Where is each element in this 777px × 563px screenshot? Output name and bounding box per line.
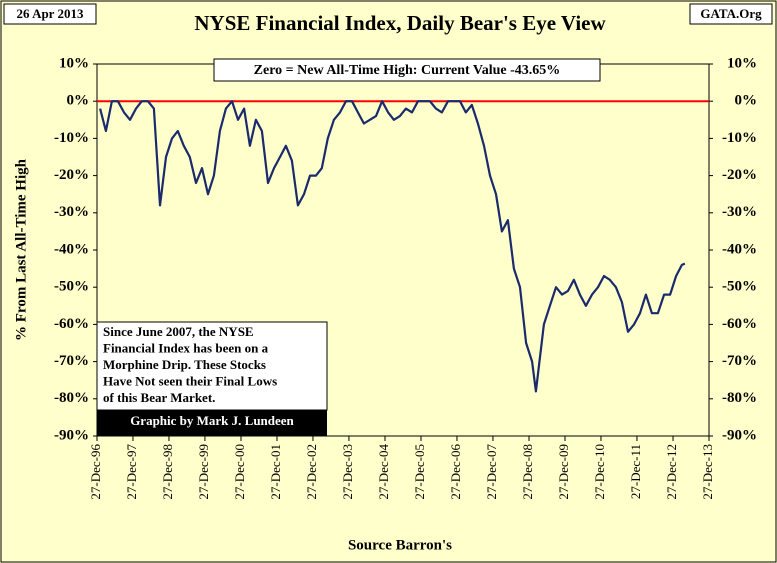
y-tick-label: -30% bbox=[54, 204, 89, 220]
y-tick-label: -80% bbox=[54, 390, 89, 406]
x-tick-label: 27-Dec-06 bbox=[448, 444, 463, 500]
y2-tick-label: -90% bbox=[722, 427, 757, 443]
x-tick-label: 27-Dec-99 bbox=[196, 444, 211, 500]
x-axis-label: Source Barron's bbox=[348, 537, 452, 553]
note-line: of this Bear Market. bbox=[103, 390, 215, 405]
x-tick-label: 27-Dec-97 bbox=[124, 444, 139, 500]
source-tag-box bbox=[689, 3, 773, 25]
y2-tick-label: -80% bbox=[722, 390, 757, 406]
x-tick-label: 27-Dec-96 bbox=[88, 444, 103, 500]
date-label: 26 Apr 2013 bbox=[17, 6, 84, 21]
y-tick-label: -60% bbox=[54, 316, 89, 332]
y-tick-label: 10% bbox=[59, 55, 89, 71]
y-tick-label: 0% bbox=[67, 93, 90, 109]
note-line: Morphine Drip. These Stocks bbox=[103, 357, 266, 372]
x-tick-label: 27-Dec-07 bbox=[484, 444, 499, 500]
x-tick-label: 27-Dec-03 bbox=[340, 444, 355, 500]
y2-tick-label: 10% bbox=[727, 55, 757, 71]
x-tick-label: 27-Dec-02 bbox=[304, 444, 319, 500]
y2-tick-label: -10% bbox=[722, 130, 757, 146]
x-tick-label: 27-Dec-09 bbox=[556, 444, 571, 500]
y-axis-label: % From Last All-Time High bbox=[13, 158, 29, 341]
y2-tick-label: 0% bbox=[735, 93, 758, 109]
x-tick-label: 27-Dec-04 bbox=[376, 444, 391, 500]
x-tick-label: 27-Dec-98 bbox=[160, 444, 175, 500]
x-tick-label: 27-Dec-00 bbox=[232, 444, 247, 500]
y2-tick-label: -30% bbox=[722, 204, 757, 220]
y-tick-label: -10% bbox=[54, 130, 89, 146]
x-tick-label: 27-Dec-10 bbox=[592, 444, 607, 500]
x-tick-label: 27-Dec-13 bbox=[700, 444, 715, 500]
y2-tick-label: -60% bbox=[722, 316, 757, 332]
annotation-box bbox=[213, 58, 601, 82]
credit-box bbox=[97, 410, 327, 436]
y-tick-label: -20% bbox=[54, 167, 89, 183]
x-tick-label: 27-Dec-01 bbox=[268, 444, 283, 500]
note-line: Have Not seen their Final Lows bbox=[103, 373, 277, 388]
source-tag: GATA.Org bbox=[700, 6, 762, 21]
chart-title: NYSE Financial Index, Daily Bear's Eye V… bbox=[194, 11, 606, 35]
y-tick-label: -90% bbox=[54, 427, 89, 443]
note-line: Since June 2007, the NYSE bbox=[103, 324, 254, 339]
y-tick-label: -50% bbox=[54, 279, 89, 295]
x-tick-label: 27-Dec-11 bbox=[628, 444, 643, 499]
x-tick-label: 27-Dec-08 bbox=[520, 444, 535, 500]
annotation: Zero = New All-Time High: Current Value … bbox=[254, 63, 561, 78]
y2-tick-label: -20% bbox=[722, 167, 757, 183]
x-tick-label: 27-Dec-12 bbox=[664, 444, 679, 500]
x-tick-label: 27-Dec-05 bbox=[412, 444, 427, 500]
y2-tick-label: -70% bbox=[722, 353, 757, 369]
series-line bbox=[99, 100, 686, 393]
y2-tick-label: -50% bbox=[722, 279, 757, 295]
credit: Graphic by Mark J. Lundeen bbox=[130, 413, 294, 428]
y-tick-label: -70% bbox=[54, 353, 89, 369]
note-line: Financial Index has been on a bbox=[103, 340, 269, 355]
y2-tick-label: -40% bbox=[722, 241, 757, 257]
date-box bbox=[3, 3, 97, 25]
y-tick-label: -40% bbox=[54, 241, 89, 257]
